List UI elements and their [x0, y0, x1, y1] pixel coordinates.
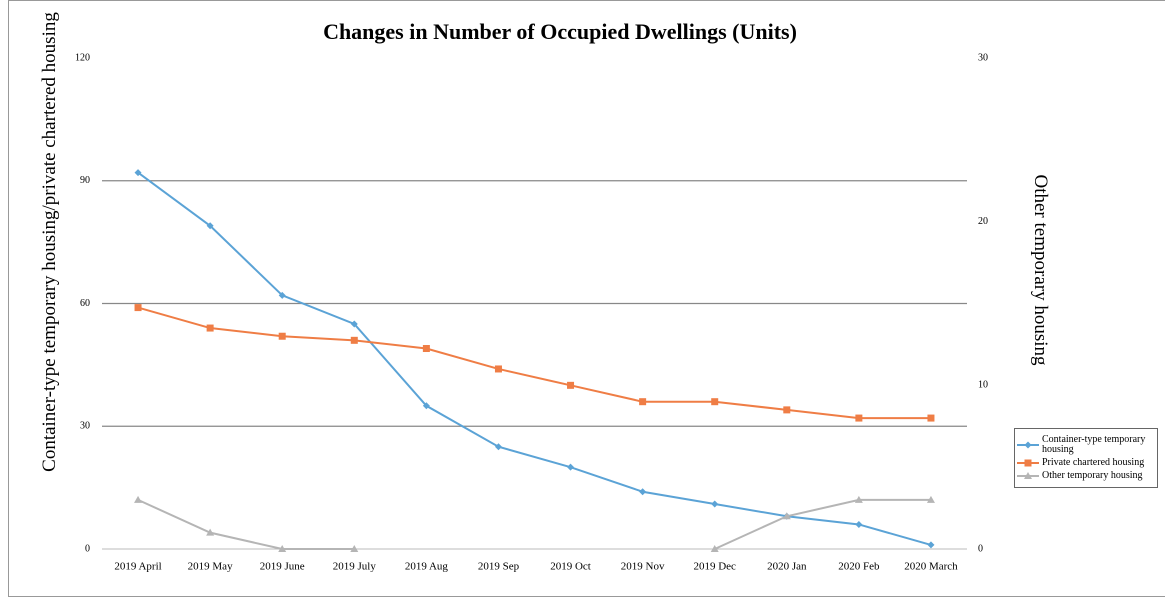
marker	[854, 495, 863, 503]
y-tick-label: 0	[85, 543, 90, 554]
marker	[926, 495, 935, 503]
legend-item: Container-type temporary housing	[1017, 435, 1155, 455]
x-tick-label: 2019 Nov	[621, 561, 665, 573]
legend-icon	[1017, 459, 1039, 467]
series-line	[137, 171, 932, 546]
x-tick-label: 2019 May	[188, 561, 233, 573]
x-tick-label: 2020 Jan	[767, 561, 807, 573]
y-tick-label: 60	[80, 298, 90, 309]
legend-item: Private chartered housing	[1017, 458, 1155, 468]
marker	[855, 520, 863, 528]
legend: Container-type temporary housing Private …	[1014, 428, 1158, 488]
marker	[639, 488, 647, 496]
series-line	[714, 498, 931, 550]
marker	[927, 414, 935, 422]
marker	[639, 398, 647, 406]
x-tick-label: 2020 Feb	[838, 561, 880, 573]
marker	[206, 222, 214, 230]
marker	[711, 500, 719, 508]
y-tick-label: 120	[75, 52, 90, 63]
legend-label: Private chartered housing	[1042, 457, 1145, 468]
marker	[711, 398, 719, 406]
marker	[710, 545, 719, 552]
x-tick-label: 2020 March	[904, 561, 958, 573]
legend-item: Other temporary housing	[1017, 471, 1155, 481]
x-tick-label: 2019 April	[114, 561, 161, 573]
legend-icon	[1017, 441, 1039, 449]
y2-tick-label: 20	[978, 216, 988, 227]
y2-tick-label: 10	[978, 380, 988, 391]
y2-tick-label: 0	[978, 543, 983, 554]
y-tick-label: 90	[80, 175, 90, 186]
marker	[422, 345, 430, 353]
marker	[278, 332, 286, 340]
x-tick-label: 2019 June	[260, 561, 305, 573]
y2-axis-label: Other temporary housing	[1030, 174, 1051, 366]
x-tick-label: 2019 Aug	[405, 561, 449, 573]
x-tick-label: 2019 Oct	[550, 561, 591, 573]
marker	[567, 381, 575, 389]
y2-tick-label: 30	[978, 52, 988, 63]
marker	[782, 512, 791, 520]
marker	[206, 324, 214, 332]
marker	[350, 320, 358, 328]
legend-label: Other temporary housing	[1042, 470, 1143, 481]
frame	[8, 0, 1165, 597]
marker	[1024, 459, 1032, 467]
legend-icon	[1017, 472, 1039, 479]
marker	[278, 291, 286, 299]
marker	[927, 541, 935, 549]
marker	[350, 545, 359, 552]
marker	[134, 304, 142, 312]
y-axis-label: Container-type temporary housing/private…	[39, 12, 60, 472]
marker	[494, 443, 502, 451]
chart-title: Changes in Number of Occupied Dwellings …	[323, 19, 797, 44]
marker	[278, 545, 287, 552]
marker	[134, 169, 142, 177]
marker	[494, 365, 502, 373]
marker	[783, 406, 791, 414]
marker	[350, 336, 358, 344]
marker	[855, 414, 863, 422]
marker	[1024, 441, 1032, 449]
series-line	[137, 306, 931, 420]
series-line	[137, 498, 355, 550]
marker	[134, 495, 143, 503]
marker	[422, 402, 430, 410]
x-tick-label: 2019 July	[333, 561, 377, 573]
y-tick-label: 30	[80, 421, 90, 432]
marker	[206, 528, 215, 536]
x-tick-label: 2019 Sep	[478, 561, 520, 573]
marker	[567, 463, 575, 471]
marker	[1024, 472, 1032, 479]
x-tick-label: 2019 Dec	[693, 561, 736, 573]
legend-label: Container-type temporary housing	[1042, 434, 1146, 455]
